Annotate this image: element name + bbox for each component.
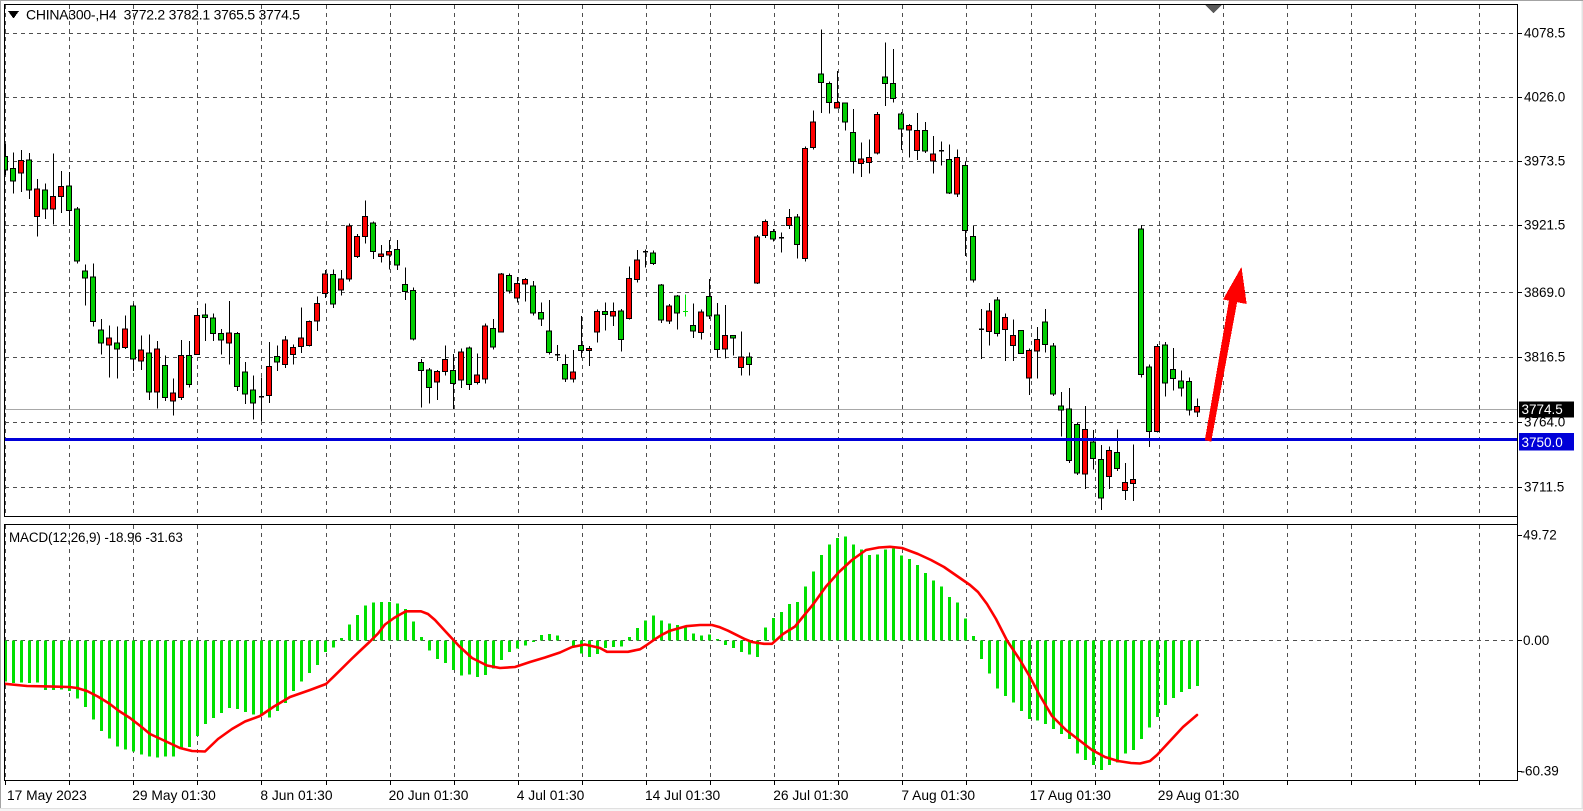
svg-text:3764.0: 3764.0	[1524, 415, 1565, 430]
svg-text:4026.0: 4026.0	[1524, 90, 1565, 105]
svg-text:3921.5: 3921.5	[1524, 218, 1565, 233]
svg-text:29 Aug 01:30: 29 Aug 01:30	[1158, 788, 1240, 803]
svg-text:MACD(12,26,9) -18.96 -31.63: MACD(12,26,9) -18.96 -31.63	[9, 530, 183, 545]
svg-text:3869.0: 3869.0	[1524, 285, 1565, 300]
svg-text:3774.5: 3774.5	[1522, 402, 1563, 417]
svg-text:26 Jul 01:30: 26 Jul 01:30	[773, 788, 849, 803]
svg-text:3711.5: 3711.5	[1524, 479, 1564, 494]
svg-text:8 Jun 01:30: 8 Jun 01:30	[260, 788, 332, 803]
svg-text:29 May 01:30: 29 May 01:30	[132, 788, 216, 803]
svg-text:17 May 2023: 17 May 2023	[7, 788, 87, 803]
svg-text:7 Aug 01:30: 7 Aug 01:30	[901, 788, 975, 803]
svg-text:CHINA300-,H4 3772.2 3782.1 37: CHINA300-,H4 3772.2 3782.1 3765.5 3774.5	[26, 7, 300, 23]
svg-text:3750.0: 3750.0	[1522, 435, 1563, 450]
svg-text:20 Jun 01:30: 20 Jun 01:30	[389, 788, 469, 803]
svg-text:3973.5: 3973.5	[1524, 154, 1565, 169]
svg-text:3816.5: 3816.5	[1524, 350, 1565, 365]
svg-text:-60.39: -60.39	[1521, 764, 1559, 779]
svg-text:4 Jul 01:30: 4 Jul 01:30	[517, 788, 585, 803]
svg-text:0.00: 0.00	[1523, 633, 1549, 648]
svg-text:4078.5: 4078.5	[1524, 26, 1565, 41]
svg-text:17 Aug 01:30: 17 Aug 01:30	[1030, 788, 1112, 803]
svg-text:49.72: 49.72	[1523, 528, 1557, 543]
svg-text:14 Jul 01:30: 14 Jul 01:30	[645, 788, 721, 803]
